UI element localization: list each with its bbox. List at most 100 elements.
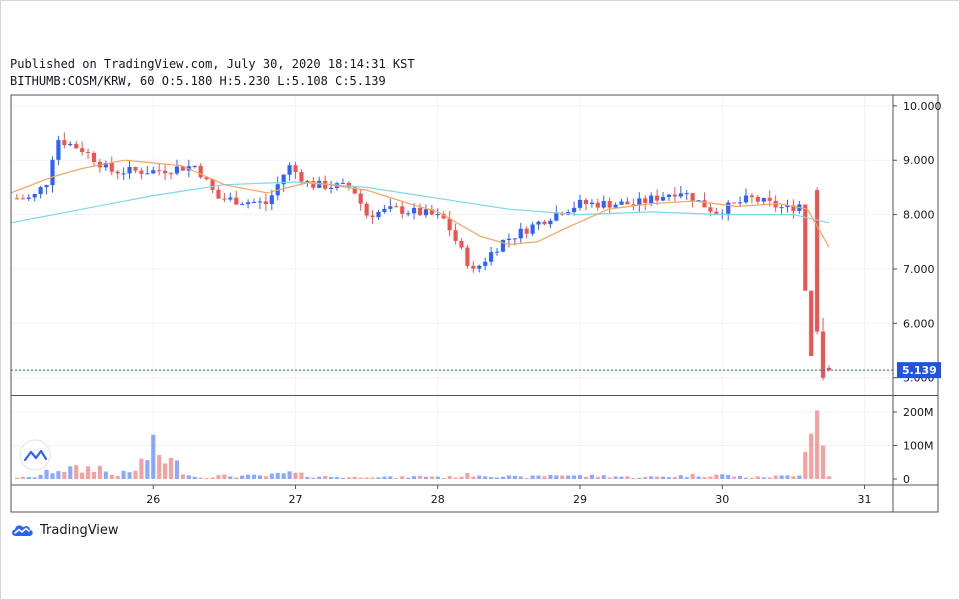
time-tick-label: 26: [146, 493, 160, 506]
candle-body: [500, 240, 506, 252]
candle-body: [506, 238, 511, 241]
candle-body: [435, 214, 440, 216]
volume-bar: [773, 475, 778, 479]
candle-body: [305, 181, 310, 183]
candle-body: [583, 199, 589, 205]
volume-bar: [346, 477, 351, 479]
candle-body: [660, 196, 666, 201]
candle-body: [453, 230, 458, 241]
candle-body: [708, 207, 713, 212]
candle-body: [678, 193, 683, 197]
candle-body: [50, 159, 55, 186]
volume-bar: [186, 475, 191, 479]
volume-bar: [340, 477, 346, 479]
candle-body: [406, 213, 411, 215]
candle-body: [103, 163, 108, 168]
pane-borders: [10, 94, 939, 513]
volume-bar: [720, 474, 725, 479]
volume-bar: [607, 477, 612, 479]
candle-body: [210, 179, 215, 190]
candle-body: [145, 173, 150, 175]
candle-body: [358, 193, 363, 204]
candle-body: [737, 202, 743, 204]
volume-bar: [465, 473, 470, 479]
volume-bar: [394, 477, 399, 479]
candle-body: [370, 215, 375, 218]
volume-bar: [400, 476, 405, 479]
tradingview-logo[interactable]: TradingView: [10, 522, 119, 538]
price-tick-label: 7.000: [903, 263, 935, 276]
volume-bar: [38, 474, 43, 479]
volume-bar: [228, 476, 233, 479]
published-caption: Published on TradingView.com, July 30, 2…: [10, 57, 415, 71]
volume-bar: [815, 410, 820, 479]
volume-bar: [477, 475, 482, 479]
volume-bar: [145, 460, 150, 479]
volume-bar: [121, 470, 126, 479]
volume-bar: [44, 469, 49, 479]
candle-body: [109, 163, 114, 172]
volume-bar: [406, 477, 411, 479]
candle-body: [589, 202, 594, 205]
volume-bar: [690, 473, 695, 479]
candle-body: [743, 195, 749, 203]
candle-body: [364, 203, 369, 216]
tradingview-logo-text: TradingView: [40, 522, 119, 538]
volume-bar: [572, 475, 577, 479]
volume-bar: [287, 471, 292, 479]
candle-body: [168, 173, 174, 175]
candle-body: [459, 240, 464, 248]
time-tick-label: 27: [289, 493, 303, 506]
volume-bar: [168, 457, 174, 479]
candle-body: [785, 205, 790, 208]
volume-tick-label: 100M: [903, 440, 934, 453]
candle-body: [80, 148, 85, 152]
candle-body: [767, 197, 772, 201]
volume-bar: [74, 465, 79, 479]
volume-bar: [536, 475, 541, 479]
volume-bar: [317, 476, 322, 479]
volume-bar: [417, 475, 423, 479]
volume-bar: [198, 477, 203, 479]
candle-body: [240, 204, 245, 206]
candle-body: [423, 209, 428, 216]
candle-body: [115, 171, 120, 174]
volume-bar: [684, 477, 689, 479]
volume-bar: [429, 476, 434, 479]
volume-bar: [133, 470, 138, 479]
candle-body: [62, 140, 67, 146]
candle-body: [269, 195, 274, 205]
time-axis[interactable]: 26 27 28 29 30 31: [146, 485, 872, 506]
volume-bar: [311, 477, 316, 479]
candle-body: [595, 202, 600, 208]
volume-bar: [797, 475, 802, 479]
candle-body: [530, 224, 535, 234]
volume-bar: [631, 478, 636, 479]
volume-bar: [382, 476, 387, 479]
candle-body: [133, 166, 138, 171]
volume-bar: [139, 458, 144, 479]
candle-body: [228, 197, 233, 200]
candle-body: [174, 166, 180, 174]
candle-body: [56, 140, 61, 160]
volume-bar: [803, 451, 808, 479]
volume-bar: [494, 477, 500, 479]
last-price-badge: [897, 362, 941, 379]
volume-bar: [68, 466, 73, 479]
volume-bar: [500, 476, 506, 479]
volume-bar: [26, 477, 31, 479]
chart-border: [10, 94, 939, 513]
volume-bar: [358, 477, 363, 479]
volume-bar: [743, 477, 749, 479]
candle-body: [234, 197, 239, 205]
volume-bar: [702, 477, 707, 479]
candle-body: [826, 367, 832, 371]
candle-body: [649, 195, 654, 204]
time-tick-label: 28: [431, 493, 445, 506]
candle-body: [38, 187, 43, 195]
volume-bars: [14, 410, 832, 479]
volume-bar: [174, 460, 180, 479]
volume-bar: [435, 476, 440, 479]
